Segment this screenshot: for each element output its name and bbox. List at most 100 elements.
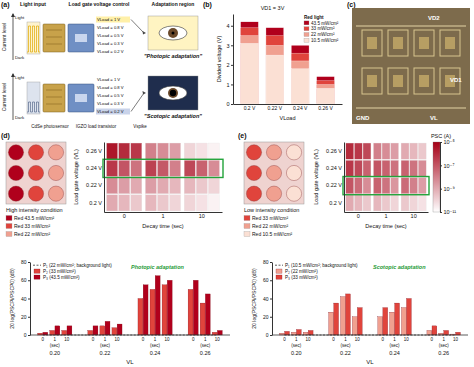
bar [143,285,148,335]
tick: 1 [161,212,164,219]
cell [363,160,371,176]
tick-label: 0.26 V [326,148,342,154]
light-spot [28,165,43,180]
bar [401,308,406,335]
bar [43,332,48,335]
cell [170,143,181,159]
y-axis: 020406080 [21,259,31,338]
tick-mark [231,104,233,105]
cell [373,195,381,211]
tick: 3 [226,43,233,49]
cell [418,178,426,194]
axis-title: Load gate voltage (VL) [73,149,79,205]
heatmap: 0.2 V0.22 V0.24 V0.26 V0110Load gate vol… [313,133,456,229]
stripe [46,97,62,98]
bar [62,330,67,335]
bar [167,280,172,335]
bar [291,53,309,104]
cell [401,178,409,194]
legend-label: Red 33 mW/cm² [252,215,288,221]
label: "Scotopic adaptation" [144,113,202,119]
legend-label: 43.5 mW/cm² [311,21,339,26]
tick-label: 20 [263,314,269,320]
tick: 0 [123,212,126,219]
pad [419,37,429,49]
tick-mark [440,142,442,143]
bar [329,312,334,335]
cell [346,178,354,194]
light-spot [8,186,23,201]
unit-label: (sec) [200,343,211,348]
axis-title: Divided voltage (V) [216,36,222,83]
eye [159,26,187,40]
light-spot [8,145,23,160]
legend-swatch [304,33,309,37]
pupil [170,90,176,96]
tick-label: 80 [263,259,269,265]
cell [391,195,399,211]
tick: 0 [226,101,233,107]
tick-label: 1 [104,337,107,342]
label: VLoad = 1 V [97,17,120,22]
tick-label: 0 [42,337,45,342]
figure: (a)(b)(c)(d)(e)Light inputLoad gate volt… [0,0,474,367]
tick: 10⁻⁷ [440,163,455,169]
legend-label: 22 mW/cm² [311,32,335,37]
stripe [46,30,62,31]
cell [184,160,195,176]
label: Current level [1,83,7,111]
y-axis-line [272,263,273,336]
cell [170,160,181,176]
label: VLoad = 0.8 V [97,85,124,90]
cell [373,178,381,194]
tick-label: 0.22 V [268,105,283,111]
label: GND [356,115,370,121]
bar [105,321,110,335]
tick-mark [231,84,233,85]
pad [445,37,455,49]
cell [184,143,195,159]
tick-label: 0.2 V [244,105,256,111]
cell [196,160,207,176]
gate [75,94,87,102]
bar [212,332,217,335]
bar [432,326,437,335]
tick-mark [440,212,442,213]
cell [410,160,418,176]
tick-label: 0.26 V [86,148,102,154]
light-spot [246,145,261,160]
legend-swatch [275,265,283,266]
label: VLoad = 0.3 V [97,101,124,106]
legend-swatch [6,224,12,229]
bar [406,299,411,336]
legend-swatch [244,224,250,229]
colorbar [433,142,440,212]
label: Dark [15,115,25,120]
legend-swatch [276,275,282,279]
label: VLoad = 0.5 V [97,33,124,38]
tick: 60 [263,277,272,283]
cell [196,195,207,211]
cell [373,160,381,176]
tick: 10⁻¹¹ [440,209,456,215]
legend-label: Red 43.5 mW/cm² [14,215,55,221]
tick-label: 60 [21,277,27,283]
arrow [131,20,144,34]
tick-label: 0 [142,337,145,342]
bar [352,317,357,335]
x-axis: 0.2 V0.22 V0.24 V0.26 V [234,104,343,111]
tick-mark [270,262,272,263]
tick-label: 10 [411,213,417,219]
bar [266,55,284,104]
light-spot [48,165,63,180]
bar [100,326,105,335]
tick-label: 10⁻⁷ [444,163,455,169]
chart-b: 012340.2 V0.22 V0.24 V0.26 VDivided volt… [216,5,343,121]
label: Adaptation region [152,1,195,7]
group-label: 0.24 [389,350,400,356]
light-spot [266,145,281,160]
cell [107,178,118,194]
bar [346,294,351,335]
bar [395,303,400,335]
cell [363,195,371,211]
